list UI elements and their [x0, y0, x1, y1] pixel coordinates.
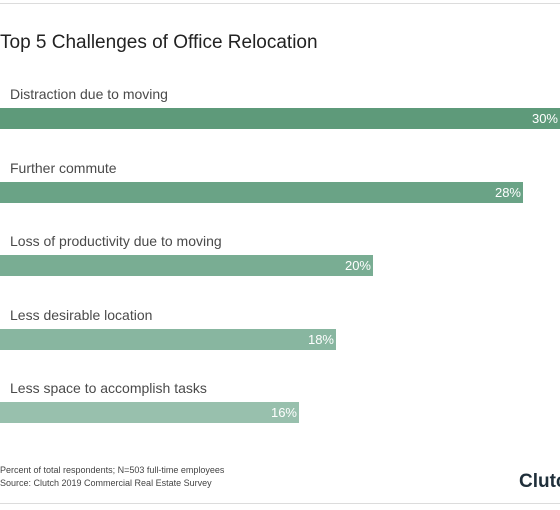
bar: 28% — [0, 182, 523, 203]
bar-value-label: 18% — [307, 332, 334, 347]
chart-title: Top 5 Challenges of Office Relocation — [0, 32, 318, 53]
clutch-logo: Clutch — [519, 471, 560, 492]
category-label: Distraction due to moving — [10, 86, 168, 102]
category-label: Further commute — [10, 160, 117, 176]
category-label: Less desirable location — [10, 307, 153, 323]
bar: 18% — [0, 329, 336, 350]
bar-value-label: 16% — [270, 405, 297, 420]
bar-value-label: 28% — [494, 185, 521, 200]
bar: 30% — [0, 108, 560, 129]
bar: 20% — [0, 255, 373, 276]
category-label: Loss of productivity due to moving — [10, 233, 222, 249]
category-label: Less space to accomplish tasks — [10, 380, 207, 396]
bar: 16% — [0, 402, 299, 423]
top-divider — [0, 3, 560, 4]
bottom-divider — [0, 503, 560, 504]
footnote-source: Source: Clutch 2019 Commercial Real Esta… — [0, 478, 212, 488]
bar-value-label: 20% — [344, 258, 371, 273]
footnote-respondents: Percent of total respondents; N=503 full… — [0, 465, 225, 475]
bar-value-label: 30% — [531, 111, 558, 126]
